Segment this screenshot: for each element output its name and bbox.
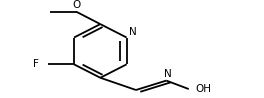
Text: F: F <box>33 59 39 69</box>
Text: N: N <box>164 69 172 79</box>
Text: N: N <box>129 27 137 37</box>
Text: OH: OH <box>195 84 211 94</box>
Text: O: O <box>72 0 81 10</box>
